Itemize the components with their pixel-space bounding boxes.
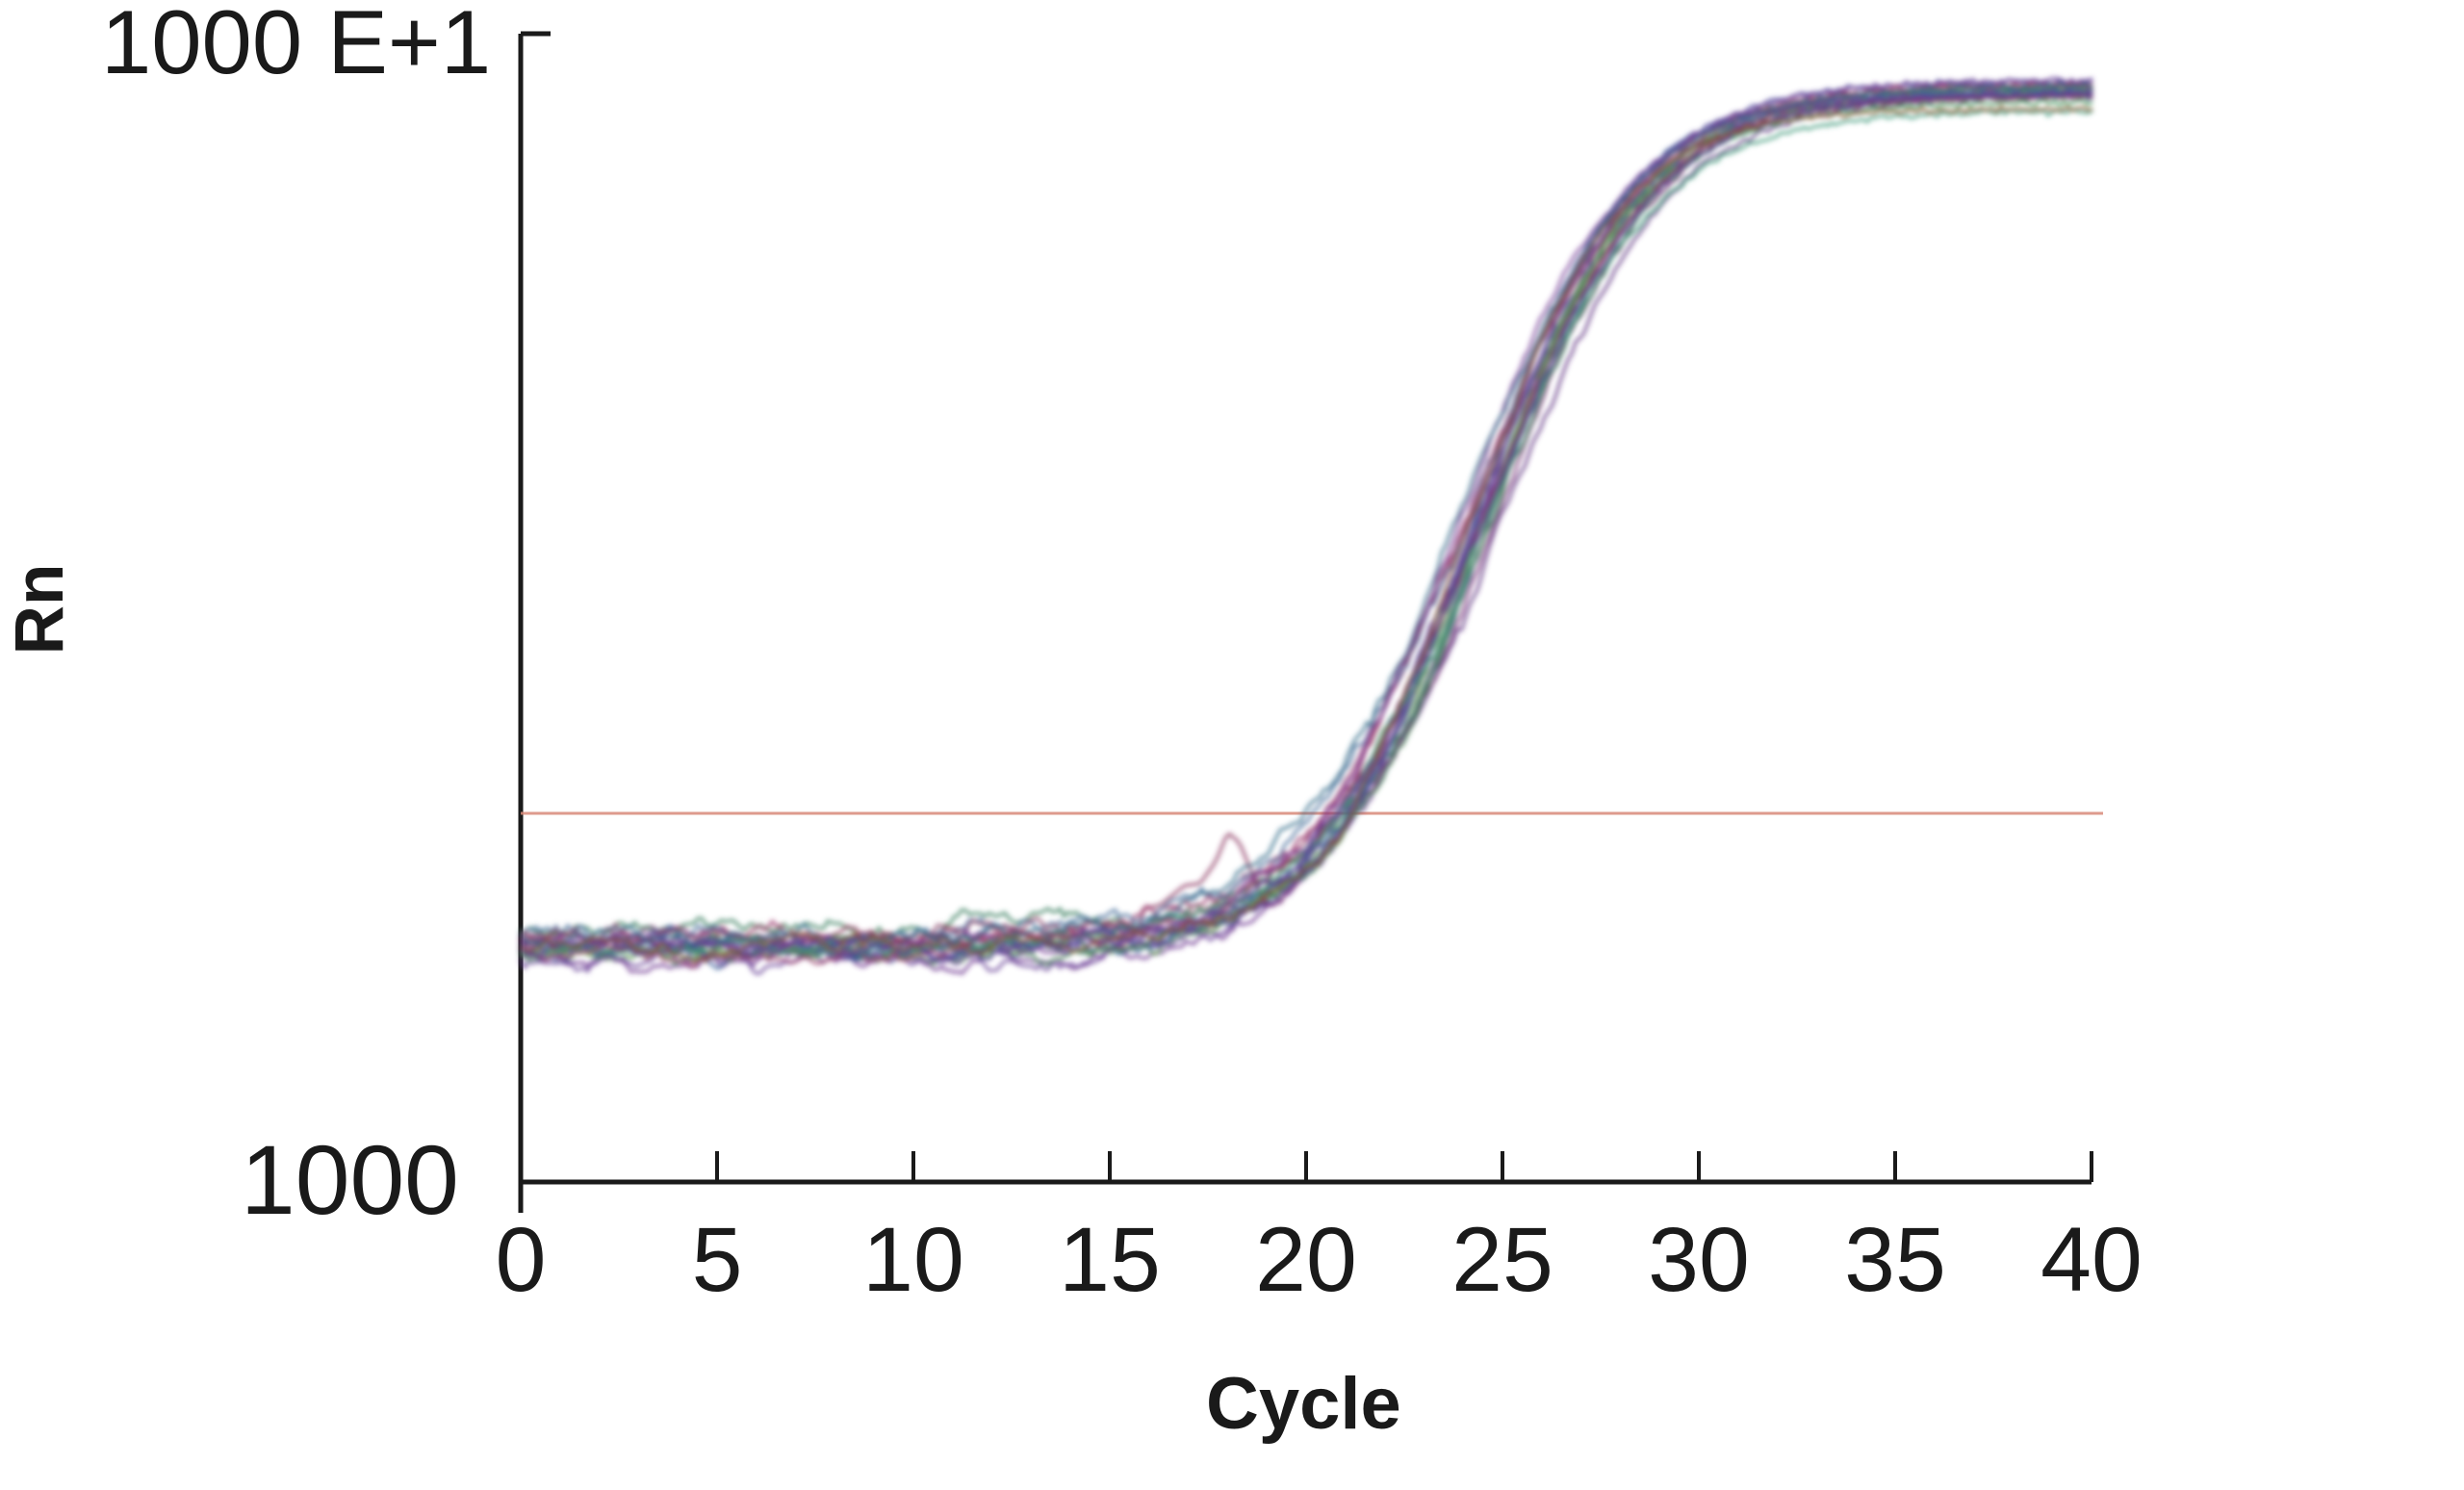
svg-text:Rn: Rn [2,564,78,655]
